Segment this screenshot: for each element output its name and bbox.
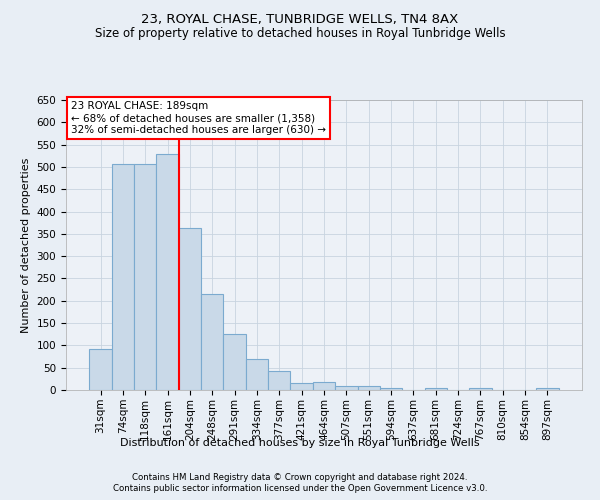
Bar [425,388,447,390]
Bar [469,388,491,390]
Text: Size of property relative to detached houses in Royal Tunbridge Wells: Size of property relative to detached ho… [95,28,505,40]
Bar [223,334,246,390]
Bar [290,384,313,390]
Bar [380,388,402,390]
Bar [201,294,223,390]
Text: Contains HM Land Registry data © Crown copyright and database right 2024.: Contains HM Land Registry data © Crown c… [132,472,468,482]
Bar [179,228,201,390]
Text: Distribution of detached houses by size in Royal Tunbridge Wells: Distribution of detached houses by size … [120,438,480,448]
Text: 23 ROYAL CHASE: 189sqm
← 68% of detached houses are smaller (1,358)
32% of semi-: 23 ROYAL CHASE: 189sqm ← 68% of detached… [71,102,326,134]
Text: 23, ROYAL CHASE, TUNBRIDGE WELLS, TN4 8AX: 23, ROYAL CHASE, TUNBRIDGE WELLS, TN4 8A… [142,12,458,26]
Bar [268,371,290,390]
Bar [536,388,559,390]
Bar [134,164,157,390]
Bar [157,154,179,390]
Y-axis label: Number of detached properties: Number of detached properties [21,158,31,332]
Bar [335,386,358,390]
Bar [89,348,112,390]
Bar [112,164,134,390]
Bar [313,382,335,390]
Text: Contains public sector information licensed under the Open Government Licence v3: Contains public sector information licen… [113,484,487,493]
Bar [246,359,268,390]
Bar [358,386,380,390]
